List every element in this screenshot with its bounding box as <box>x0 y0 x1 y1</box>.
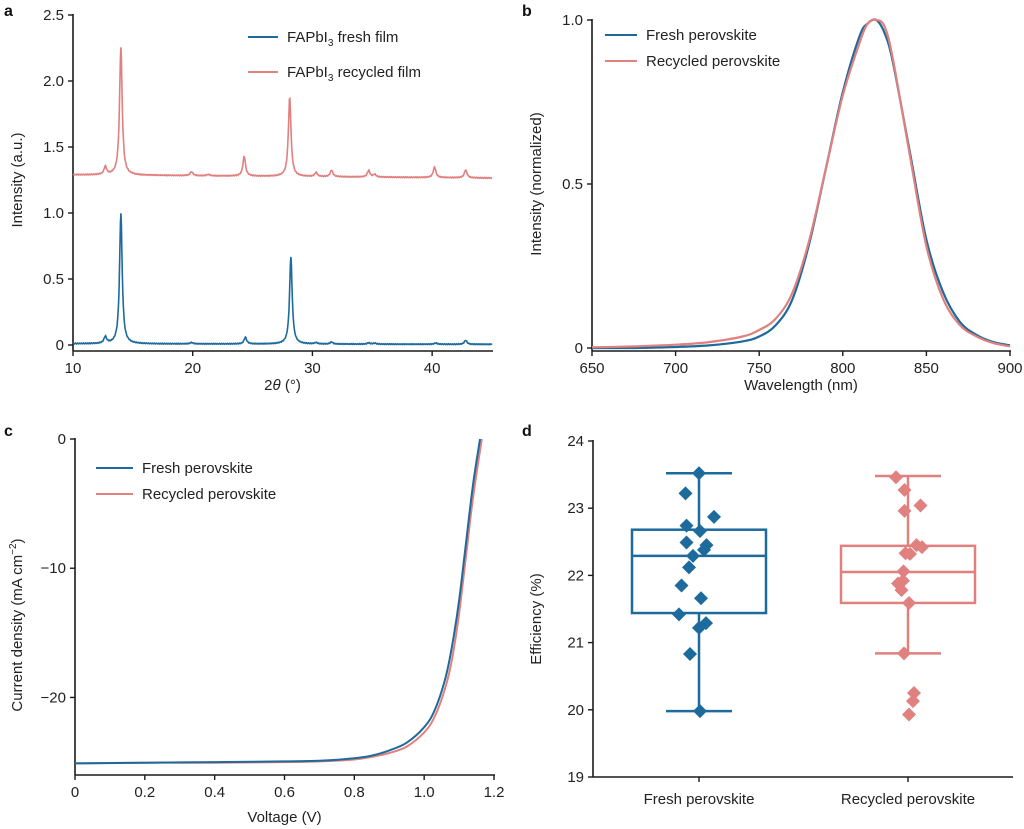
panel-d-recycled-data-point <box>889 470 903 485</box>
panel-d-fresh-data-point <box>679 518 694 533</box>
panel-d-fresh-data-point <box>674 578 689 593</box>
panel-b-legend-label: Recycled perovskite <box>646 53 780 70</box>
panel-a-legend-label: FAPbI3 recycled film <box>287 64 421 84</box>
panel-c-series-recycled <box>74 438 483 765</box>
panel-d-y-tick-label: 19 <box>567 769 584 786</box>
panel-c-jv-chart: 0 0.2 0.4 0.6 0.8 1.0 1.2 0 −10 −20 Voltage (V) Cur… <box>8 431 504 826</box>
panel-a-y-tick-label: 1.5 <box>43 139 64 156</box>
panel-d-recycled-data-point <box>896 564 911 579</box>
panel-a-xrd-chart: 10 20 30 40 0 0.5 1.0 1.5 2.0 2.5 2θ (°) Intensity … <box>9 7 493 394</box>
panel-a-x-tick-label: 10 <box>65 360 82 377</box>
panel-d-fresh-data-point <box>672 607 686 622</box>
panel-a-series-fresh <box>72 213 493 346</box>
panel-d-fresh-data-point <box>683 647 697 662</box>
panel-d-fresh-data-point <box>693 524 707 539</box>
panel-a-y-tick-label: 0 <box>56 337 64 354</box>
panel-d-recycled-data-point <box>913 498 928 513</box>
panel-c-y-tick-label: −20 <box>41 689 66 706</box>
panel-label-a: a <box>4 3 13 20</box>
panel-a-legend-label: FAPbI3 fresh film <box>287 29 398 49</box>
panel-c-x-tick-label: 0.2 <box>134 784 155 801</box>
panel-d-y-tick-label: 20 <box>567 702 584 719</box>
panel-a-y-tick-label: 1.0 <box>43 205 64 222</box>
panel-b-y-tick-label: 1.0 <box>562 12 583 29</box>
panel-b-y-axis-title: Intensity (normalized) <box>528 112 545 255</box>
panel-d-recycled-data-point <box>903 546 917 561</box>
panel-d-y-tick-label: 21 <box>567 635 584 652</box>
panel-d-fresh-data-point <box>693 704 707 719</box>
panel-d-y-tick-label: 22 <box>567 567 584 584</box>
panel-b-series-fresh <box>591 18 1011 350</box>
panel-c-x-tick-label: 0 <box>71 784 79 801</box>
panel-c-legend-label: Recycled perovskite <box>142 486 276 503</box>
panel-d-recycled-data-point <box>902 595 916 610</box>
panel-d-recycled-data-point <box>906 694 920 709</box>
panel-c-x-axis-title: Voltage (V) <box>247 809 321 826</box>
panel-d-recycled-data-point <box>902 707 916 722</box>
panel-d-fresh-data-point <box>692 620 706 635</box>
panel-d-recycled-data-point <box>897 483 912 498</box>
panel-d-x-tick-label: Recycled perovskite <box>841 791 975 808</box>
panel-label-c: c <box>4 423 13 440</box>
panel-b-x-tick-label: 650 <box>579 360 604 377</box>
panel-c-series-fresh <box>74 438 481 765</box>
panel-b-x-tick-label: 700 <box>663 360 688 377</box>
panel-a-x-tick-label: 40 <box>424 360 441 377</box>
panel-b-x-tick-label: 900 <box>997 360 1022 377</box>
panel-b-x-tick-label: 800 <box>830 360 855 377</box>
panel-d-recycled-data-point <box>907 686 921 700</box>
panel-b-x-tick-label: 750 <box>747 360 772 377</box>
panel-d-recycled-data-point <box>897 646 911 661</box>
panel-c-x-tick-label: 0.4 <box>204 784 225 801</box>
panel-c-legend-label: Fresh perovskite <box>142 460 253 477</box>
panel-b-series-recycled <box>591 18 1011 349</box>
panel-d-y-tick-label: 23 <box>567 500 584 517</box>
panel-b-x-axis-title: Wavelength (nm) <box>744 377 858 394</box>
panel-d-fresh-data-point <box>707 509 721 524</box>
panel-c-x-tick-label: 1.0 <box>414 784 435 801</box>
panel-label-d: d <box>522 423 532 440</box>
panel-d-y-tick-label: 24 <box>567 433 584 450</box>
panel-a-x-tick-label: 20 <box>184 360 201 377</box>
panel-a-y-tick-label: 2.0 <box>43 73 64 90</box>
panel-label-b: b <box>522 3 532 20</box>
panel-b-x-tick-label: 850 <box>914 360 939 377</box>
panel-a-series-recycled <box>72 47 493 180</box>
panel-b-pl-chart: 650 700 750 800 850 900 0 0.5 1.0 Wavelength (nm)… <box>528 12 1023 394</box>
panel-c-x-tick-label: 1.2 <box>484 784 505 801</box>
panel-d-fresh-data-point <box>697 542 711 557</box>
panel-d-recycled-data-point <box>894 583 909 598</box>
panel-a-y-axis-title: Intensity (a.u.) <box>9 132 26 227</box>
panel-d-fresh-data-point <box>694 591 708 606</box>
panel-b-legend-label: Fresh perovskite <box>646 27 757 44</box>
panel-d-fresh-data-point <box>692 466 706 481</box>
panel-c-y-tick-label: −10 <box>41 560 66 577</box>
panel-b-y-tick-label: 0.5 <box>562 176 583 193</box>
panel-c-x-tick-label: 0.6 <box>274 784 295 801</box>
panel-d-x-tick-label: Fresh perovskite <box>644 791 755 808</box>
panel-d-y-axis-title: Efficiency (%) <box>528 573 545 664</box>
panel-c-y-axis-title: Current density (mA cm−2) <box>8 538 26 711</box>
panel-d-fresh-data-point <box>679 535 694 550</box>
panel-a-x-tick-label: 30 <box>304 360 321 377</box>
panel-d-fresh-data-point <box>678 486 693 501</box>
panel-b-y-tick-label: 0 <box>575 340 583 357</box>
panel-d-fresh-data-point <box>682 560 696 575</box>
panel-a-y-tick-label: 2.5 <box>43 7 64 24</box>
panel-d-fresh-data-point <box>686 548 700 563</box>
panel-c-x-tick-label: 0.8 <box>344 784 365 801</box>
panel-d-recycled-data-point <box>915 540 929 555</box>
panel-c-y-tick-label: 0 <box>58 431 66 448</box>
panel-d-efficiency-boxplot: 19 20 21 22 23 24 Efficiency (%) Fresh perovski… <box>528 433 1013 808</box>
panel-d-recycled-data-point <box>897 503 912 518</box>
panel-a-y-tick-label: 0.5 <box>43 271 64 288</box>
panel-a-x-axis-title: 2θ (°) <box>264 377 301 394</box>
